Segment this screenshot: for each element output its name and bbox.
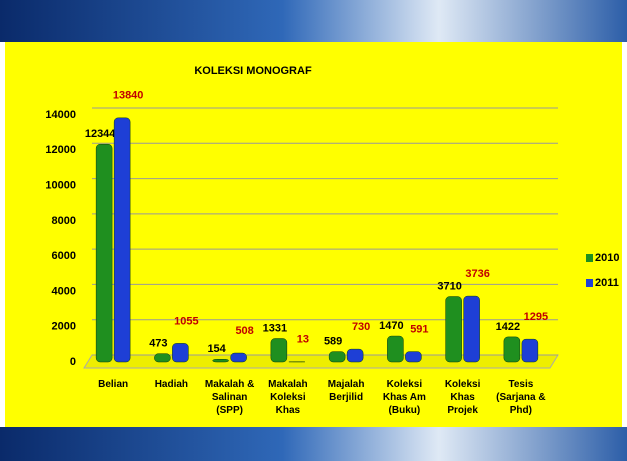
- x-tick-label: Makalah & Salinan (SPP): [204, 379, 255, 416]
- bar: [521, 338, 539, 363]
- bar: [346, 348, 364, 363]
- bar: [445, 296, 462, 363]
- x-tick-label: Majalah Berjilid: [327, 379, 365, 403]
- bar: [328, 351, 346, 363]
- bar: [95, 143, 113, 363]
- legend-swatch: [586, 279, 593, 287]
- x-tick-label: Belian: [98, 379, 129, 390]
- x-tick-label: Tesis (Sarjana & Phd): [496, 379, 546, 416]
- bar: [230, 352, 247, 363]
- bar: [405, 351, 422, 363]
- y-tick-label: 2000: [52, 321, 76, 333]
- y-tick-label: 12000: [45, 144, 76, 156]
- bar: [212, 359, 229, 363]
- x-tick-label: Hadiah: [154, 379, 189, 390]
- legend-swatch: [586, 254, 593, 262]
- legend-label: 2010: [595, 252, 619, 264]
- bar: [270, 338, 288, 363]
- data-label: 508: [235, 325, 253, 337]
- y-tick-label: 0: [70, 356, 76, 368]
- chart-title: KOLEKSI MONOGRAF: [194, 65, 312, 77]
- bottom-banner: [0, 427, 627, 461]
- y-tick-label: 10000: [45, 179, 76, 191]
- bar: [172, 343, 189, 363]
- data-label: 473: [149, 338, 167, 350]
- y-tick-label: 4000: [52, 285, 76, 297]
- bar: [503, 336, 521, 363]
- x-tick-label: Makalah Koleksi Khas: [268, 379, 308, 416]
- x-tick-label: Koleksi Khas Projek: [444, 379, 481, 416]
- data-label: 154: [207, 343, 226, 355]
- y-tick-label: 8000: [52, 215, 76, 227]
- data-label: 1331: [263, 322, 287, 334]
- bar: [113, 117, 131, 363]
- y-tick-label: 14000: [45, 109, 76, 121]
- data-label: 730: [352, 321, 370, 333]
- data-label: 1055: [174, 315, 198, 327]
- data-label: 3736: [465, 268, 489, 280]
- legend-label: 2011: [595, 277, 619, 289]
- top-banner: [0, 0, 627, 42]
- bar: [463, 295, 480, 363]
- data-label: 1470: [379, 320, 403, 332]
- data-label: 3710: [437, 280, 461, 292]
- bar: [154, 353, 171, 363]
- bar: [387, 335, 404, 363]
- data-label: 1422: [496, 321, 520, 333]
- data-label: 1295: [524, 311, 548, 323]
- y-tick-label: 6000: [52, 250, 76, 262]
- data-label: 589: [324, 336, 342, 348]
- data-label: 13: [297, 334, 309, 346]
- data-label: 13840: [113, 90, 144, 102]
- data-label: 591: [410, 323, 428, 335]
- data-label: 12344: [85, 128, 116, 140]
- x-tick-label: Koleksi Khas Am (Buku): [382, 379, 426, 416]
